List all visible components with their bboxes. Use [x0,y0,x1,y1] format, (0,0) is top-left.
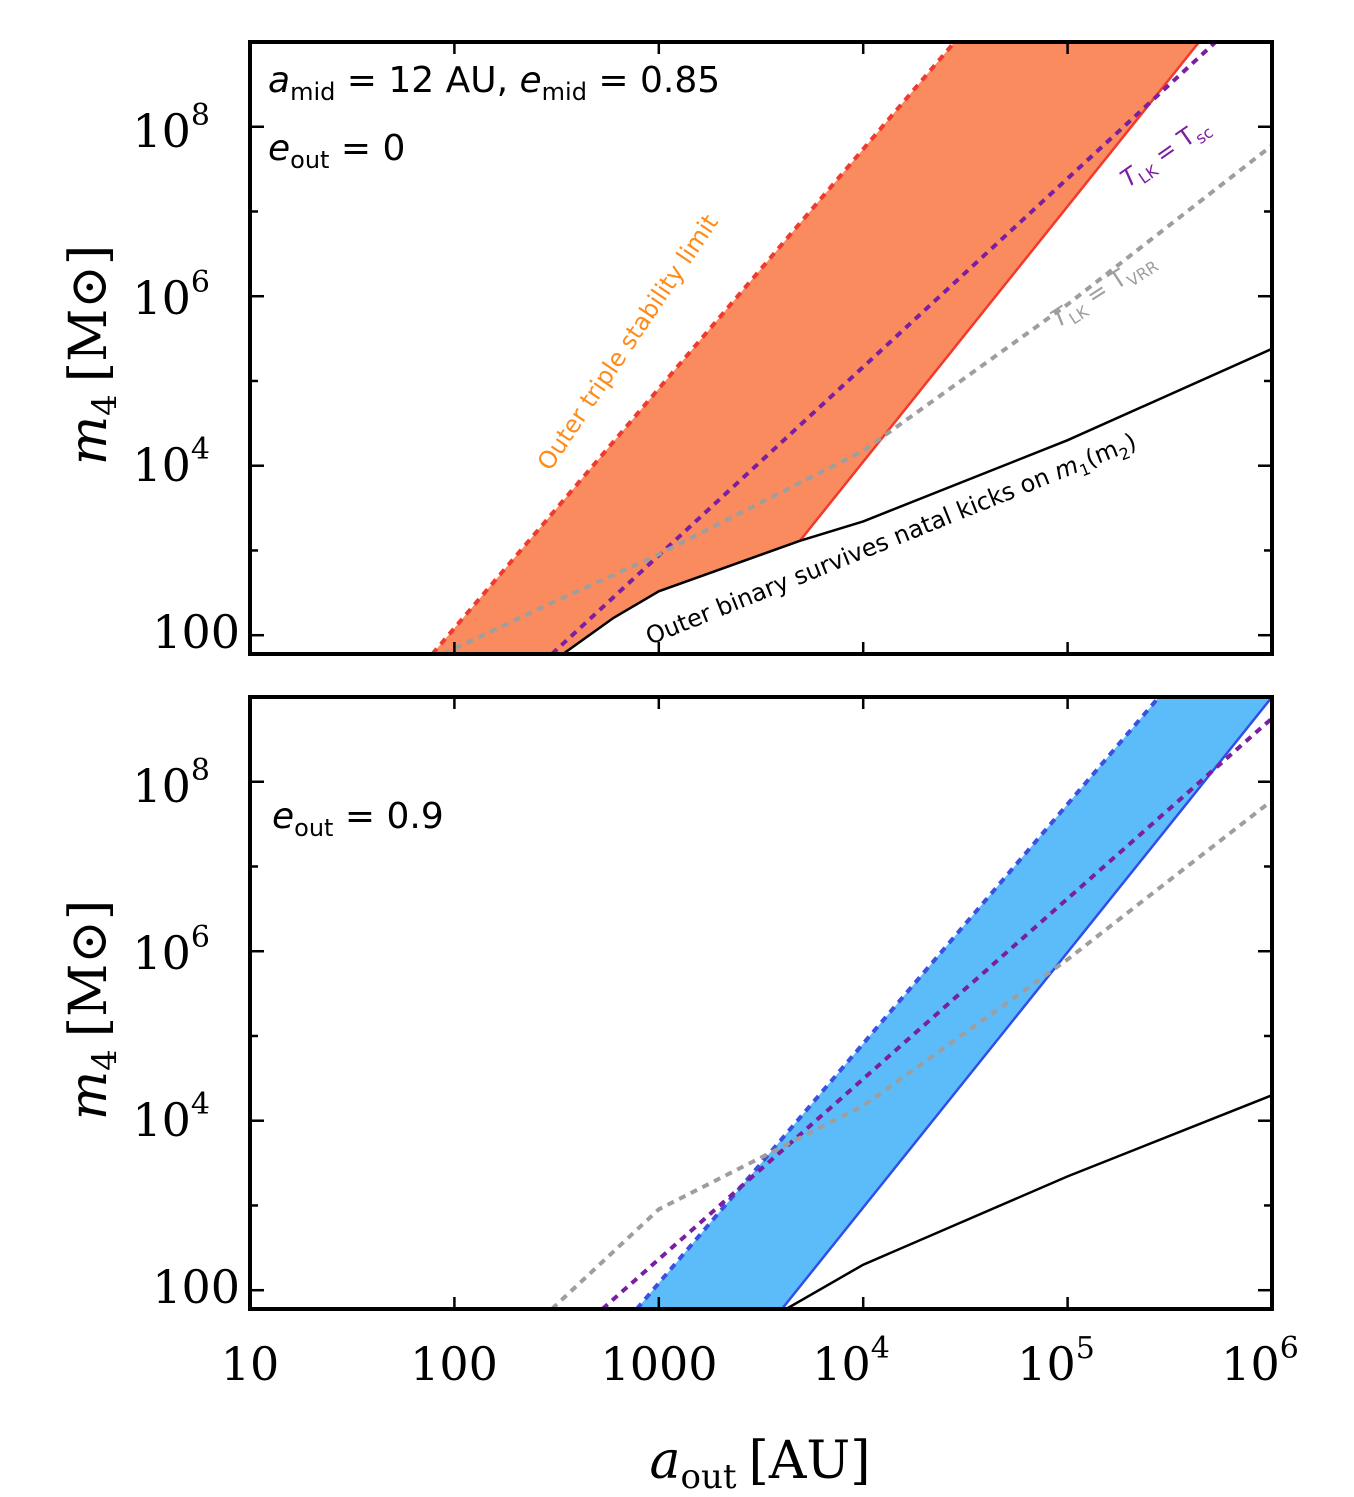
eout-value: = 0 [329,128,405,169]
y-tick-exp: 6 [191,920,210,955]
lk-sc-solid-curve [780,697,1272,1309]
y-axis-label: m4 [M⊙] [59,900,125,1120]
x-axis-unit: [AU] [749,1431,871,1491]
x-tick-base: 10 [1221,1337,1280,1391]
x-tick-base: 10 [812,1337,871,1391]
y-tick-base: 10 [132,926,191,980]
eout-annotation: eout = 0.9 [272,796,444,842]
y-tick-label: 106 [132,265,210,325]
stability-limit-curve [635,697,1161,1309]
stability-limit-curve [430,42,957,654]
e-value: = 0.85 [587,60,720,101]
x-tick-label: 105 [1017,1331,1095,1391]
lk-vrr-dotted-curve [442,143,1272,654]
y-tick-label: 104 [132,432,210,492]
a-value: = 12 AU, [335,60,519,101]
y-axis-unit: [M⊙] [59,900,119,1037]
y-tick-base: 10 [132,1093,191,1147]
y-axis-label: m4 [M⊙] [59,245,125,465]
y-tick-exp: 4 [191,432,210,467]
y-tick-label: 106 [132,920,210,980]
y-tick-label: 100 [152,1260,240,1314]
top-panel: amid = 12 AU, emid = 0.85 eout = 0 Outer… [59,40,1274,659]
x-tick-exp: 4 [871,1331,890,1366]
y-tick-exp: 8 [191,98,210,133]
bottom-panel: eout = 0.9 100 104 106 108 10 100 1000 1… [59,695,1299,1497]
lk-sc-dotted-curve [601,716,1272,1309]
y-tick-label: 100 [152,605,240,659]
plot-frame [248,40,1274,656]
y-axis-symbol: m [59,416,119,465]
x-tick-label: 106 [1221,1331,1299,1391]
x-tick-exp: 6 [1280,1331,1299,1366]
eout-symbol: e [272,796,294,837]
x-tick-label: 100 [410,1337,498,1391]
eout-sub: out [294,814,333,842]
a-symbol: a [268,60,290,101]
lk-sc-solid-curve [798,42,1201,542]
natal-kicks-curve [562,347,1272,654]
y-tick-exp: 4 [191,1087,210,1122]
x-axis-sub: out [681,1457,737,1497]
natal-kicks-curve [785,1094,1272,1309]
eout-value: = 0.9 [333,796,443,837]
y-axis-unit: [M⊙] [59,245,119,382]
lk-vrr-dotted-curve [550,798,1272,1309]
eout-sub: out [290,146,329,174]
a-sub: mid [290,78,335,106]
e-symbol: e [520,60,542,101]
x-tick-label: 104 [812,1331,890,1391]
y-tick-label: 108 [132,753,210,813]
y-tick-exp: 8 [191,753,210,788]
y-axis-sub: 4 [85,394,125,416]
y-axis-symbol: m [59,1071,119,1120]
amid-emid-annotation: amid = 12 AU, emid = 0.85 [268,60,720,106]
e-sub: mid [542,78,587,106]
y-tick-base: 10 [132,104,191,158]
eout-annotation: eout = 0 [268,128,405,174]
y-tick-base: 10 [132,759,191,813]
y-axis-sub: 4 [85,1049,125,1071]
y-tick-label: 108 [132,98,210,158]
plot-frame [248,695,1274,1311]
x-axis-symbol: a [650,1431,681,1491]
x-tick-label: 1000 [600,1337,717,1391]
x-tick-base: 10 [1017,1337,1076,1391]
y-tick-base: 10 [132,271,191,325]
y-tick-exp: 6 [191,265,210,300]
eout-symbol: e [268,128,290,169]
x-tick-exp: 5 [1076,1331,1095,1366]
x-tick-label: 10 [221,1337,280,1391]
y-tick-label: 104 [132,1087,210,1147]
stable-region-fill [636,697,1272,1309]
stable-region-fill [432,42,1200,654]
y-tick-base: 10 [132,438,191,492]
x-axis-label: aout [AU] [650,1431,871,1497]
